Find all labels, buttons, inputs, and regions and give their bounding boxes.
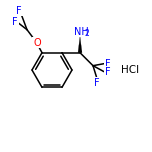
Text: O: O [33,38,41,48]
Text: NH: NH [74,27,88,37]
Text: F: F [94,78,100,88]
Text: 2: 2 [84,29,89,38]
Polygon shape [78,37,82,53]
Text: HCl: HCl [121,65,139,75]
Text: F: F [105,67,111,77]
Text: F: F [16,6,22,16]
Text: F: F [105,59,111,69]
Text: F: F [12,17,18,27]
